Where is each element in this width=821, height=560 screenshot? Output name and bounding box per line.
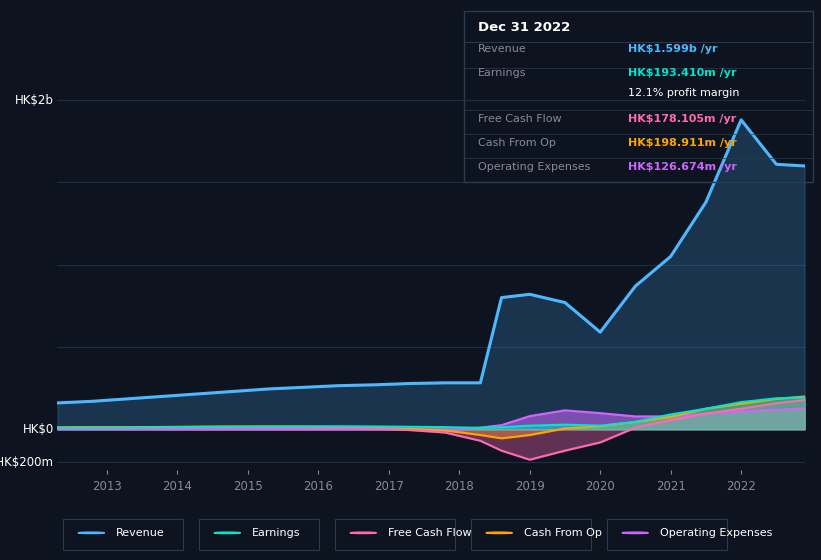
- Text: Free Cash Flow: Free Cash Flow: [388, 528, 471, 538]
- Bar: [471, 519, 591, 550]
- Circle shape: [350, 532, 377, 534]
- Text: Free Cash Flow: Free Cash Flow: [478, 114, 562, 124]
- Circle shape: [78, 532, 104, 534]
- Bar: [607, 519, 727, 550]
- Text: Earnings: Earnings: [478, 68, 526, 78]
- Text: -HK$200m: -HK$200m: [0, 456, 53, 469]
- Text: HK$198.911m /yr: HK$198.911m /yr: [628, 138, 736, 148]
- Text: HK$178.105m /yr: HK$178.105m /yr: [628, 114, 736, 124]
- Text: Revenue: Revenue: [116, 528, 164, 538]
- Bar: [335, 519, 455, 550]
- Text: Operating Expenses: Operating Expenses: [659, 528, 772, 538]
- Bar: [200, 519, 319, 550]
- Text: Earnings: Earnings: [252, 528, 300, 538]
- Circle shape: [486, 532, 512, 534]
- Text: HK$193.410m /yr: HK$193.410m /yr: [628, 68, 736, 78]
- Text: HK$0: HK$0: [22, 423, 53, 436]
- Circle shape: [214, 532, 241, 534]
- Text: 12.1% profit margin: 12.1% profit margin: [628, 88, 740, 98]
- Text: HK$126.674m /yr: HK$126.674m /yr: [628, 162, 736, 171]
- Text: Cash From Op: Cash From Op: [478, 138, 556, 148]
- Text: Cash From Op: Cash From Op: [524, 528, 602, 538]
- Bar: [63, 519, 183, 550]
- Text: HK$2b: HK$2b: [15, 94, 53, 106]
- Text: Operating Expenses: Operating Expenses: [478, 162, 590, 171]
- Circle shape: [621, 532, 649, 534]
- Text: Revenue: Revenue: [478, 44, 526, 54]
- Text: HK$1.599b /yr: HK$1.599b /yr: [628, 44, 718, 54]
- Text: Dec 31 2022: Dec 31 2022: [478, 21, 570, 35]
